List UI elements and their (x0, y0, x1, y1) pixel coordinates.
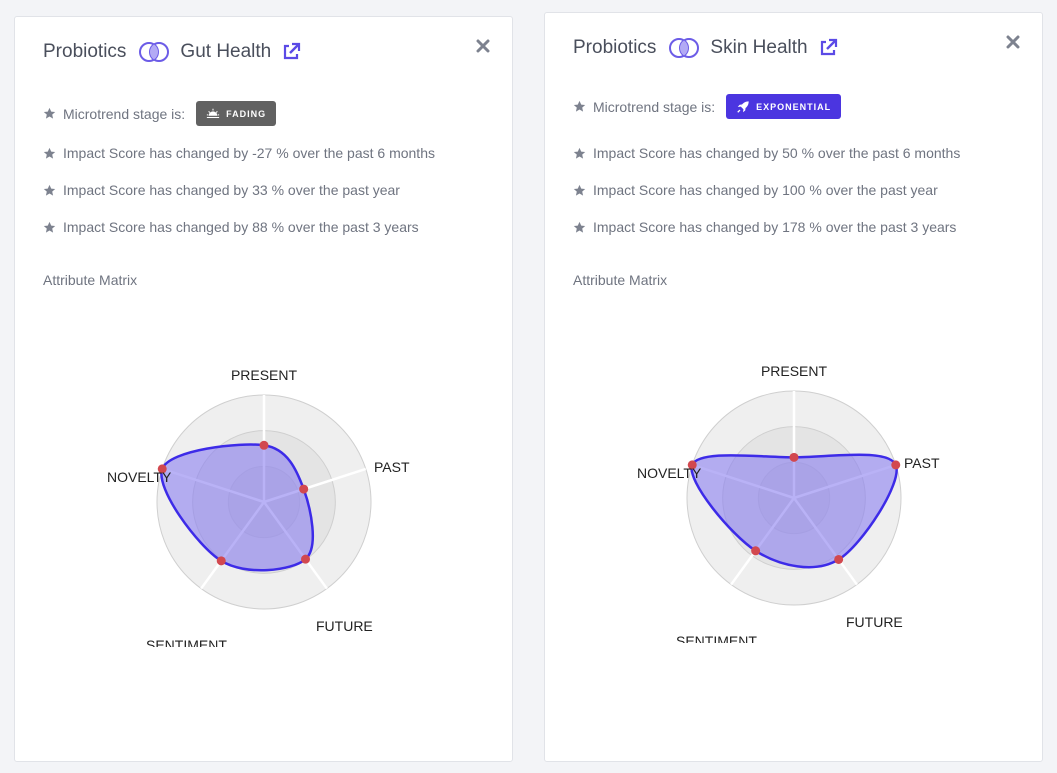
stat-row: Impact Score has changed by 88 % over th… (43, 219, 419, 235)
stage-badge: FADING (196, 101, 277, 126)
stage-badge: EXPONENTIAL (726, 94, 842, 119)
external-link-icon[interactable] (281, 42, 301, 62)
radar-axis-label: SENTIMENT (146, 637, 227, 647)
stat-text: Impact Score has changed by 178 % over t… (593, 219, 957, 235)
stat-text: Impact Score has changed by 88 % over th… (63, 219, 419, 235)
close-icon[interactable] (1006, 35, 1020, 49)
radar-data-point (157, 464, 167, 474)
topic-label: Gut Health (180, 41, 272, 62)
radar-data-point (834, 554, 844, 564)
radar-data-point (216, 556, 226, 566)
radar-axis-label: PAST (374, 459, 410, 475)
stat-row: Impact Score has changed by 178 % over t… (573, 219, 956, 235)
card-title: Probiotics Skin Health (573, 37, 838, 59)
radar-axis-label: FUTURE (316, 618, 373, 634)
stat-text: Impact Score has changed by 33 % over th… (63, 182, 400, 198)
category-label: Probiotics (43, 41, 127, 62)
radar-axis-label: NOVELTY (107, 469, 172, 485)
attribute-matrix-title: Attribute Matrix (43, 272, 138, 288)
topic-label: Skin Health (710, 37, 808, 58)
overlap-icon (669, 38, 700, 58)
star-icon (573, 184, 586, 196)
radar-data-point (299, 484, 309, 494)
stage-badge-text: FADING (226, 108, 267, 119)
stat-row: Impact Score has changed by 50 % over th… (573, 145, 960, 161)
stat-text: Impact Score has changed by -27 % over t… (63, 145, 435, 161)
radar-axis-label: PRESENT (761, 363, 828, 379)
stat-row: Impact Score has changed by 33 % over th… (43, 182, 400, 198)
star-icon (43, 221, 56, 233)
radar-data-point (687, 460, 697, 470)
trend-card-gut-health: Probiotics Gut Health Microtrend stage i… (14, 16, 513, 762)
radar-axis-label: PAST (904, 455, 940, 471)
trend-card-skin-health: Probiotics Skin Health Microtrend stage … (544, 12, 1043, 762)
star-icon (573, 221, 586, 233)
star-icon (43, 147, 56, 159)
attribute-radar-chart: PRESENT PAST FUTURE SENTIMENT NOVELTY (107, 367, 410, 647)
card-title: Probiotics Gut Health (43, 41, 301, 63)
attribute-radar-chart: PRESENT PAST FUTURE SENTIMENT NOVELTY (637, 363, 940, 643)
stat-row: Impact Score has changed by 100 % over t… (573, 182, 938, 198)
stage-label: Microtrend stage is: (593, 98, 716, 115)
radar-data-point (789, 452, 799, 462)
attribute-matrix-title: Attribute Matrix (573, 272, 668, 288)
stage-row: Microtrend stage is: FADING (43, 101, 277, 126)
stage-label: Microtrend stage is: (63, 105, 186, 122)
sunset-icon (207, 108, 220, 118)
close-icon[interactable] (476, 39, 490, 53)
radar-data-point (301, 554, 311, 564)
stat-row: Impact Score has changed by -27 % over t… (43, 145, 435, 161)
category-label: Probiotics (573, 37, 657, 58)
radar-data-point (891, 460, 901, 470)
radar-data-point (259, 440, 269, 450)
radar-axis-label: SENTIMENT (676, 633, 757, 643)
rocket-icon (737, 100, 749, 113)
radar-axis-label: FUTURE (846, 614, 903, 630)
stat-text: Impact Score has changed by 50 % over th… (593, 145, 961, 161)
external-link-icon[interactable] (818, 38, 838, 58)
star-icon (573, 100, 586, 112)
radar-axis-label: PRESENT (231, 367, 298, 383)
stage-row: Microtrend stage is: EXPONENTIAL (573, 94, 842, 119)
radar-axis-label: NOVELTY (637, 465, 702, 481)
star-icon (43, 107, 56, 119)
overlap-icon (139, 42, 170, 62)
stat-text: Impact Score has changed by 100 % over t… (593, 182, 938, 198)
stage-badge-text: EXPONENTIAL (756, 101, 832, 112)
radar-data-point (751, 546, 761, 556)
star-icon (43, 184, 56, 196)
star-icon (573, 147, 586, 159)
radar-series-area (690, 453, 898, 569)
